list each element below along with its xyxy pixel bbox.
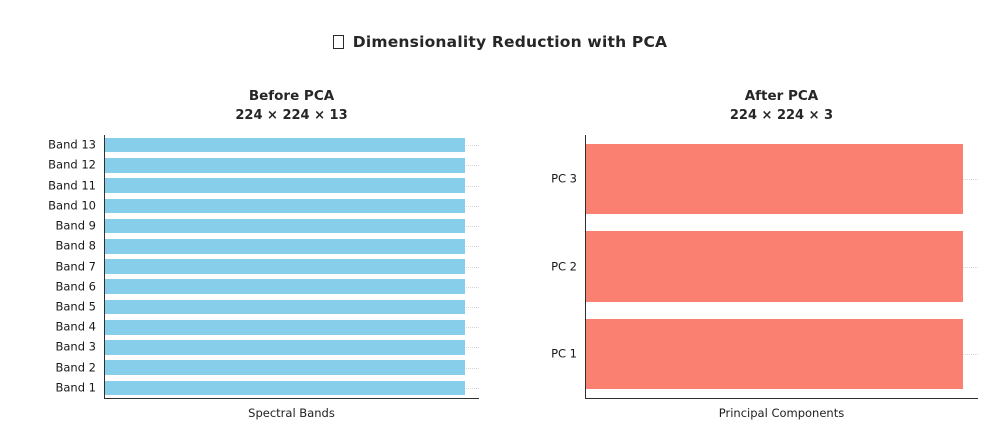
y-tick-label: Band 7: [55, 258, 97, 273]
bar: [105, 239, 465, 254]
bar: [586, 143, 963, 214]
y-tick-label: Band 9: [55, 218, 97, 233]
y-tick-label: Band 4: [55, 319, 97, 334]
y-tick-label: Band 5: [55, 299, 97, 314]
after-pca-title: After PCA: [744, 88, 819, 104]
charts-container: Before PCA 224 × 224 × 13 Band 13 Band 12…: [30, 88, 978, 423]
y-tick-label: Band 3: [55, 339, 97, 354]
bar-row: Band 8: [56, 236, 479, 256]
bar: [105, 198, 465, 214]
figure-title-text: Dimensionality Reduction with PCA: [352, 33, 668, 51]
bar: [586, 319, 963, 390]
y-tick-label: Band 11: [48, 177, 96, 192]
bar-row: Band 3: [56, 337, 479, 357]
after-pca-x-axis-label: Principal Components: [718, 406, 845, 420]
y-tick-label: Band 6: [55, 279, 97, 293]
chart-after-pca: After PCA 224 × 224 × 3 PC 3 PC 2 PC 1 Pri…: [529, 88, 978, 423]
after-pca-plot-area: PC 3 PC 2 PC 1: [551, 135, 978, 399]
y-tick-label: Band 2: [55, 359, 97, 374]
bar-row: Band 12: [48, 155, 479, 175]
bar: [105, 279, 465, 295]
y-tick-label: Band 13: [48, 137, 96, 152]
y-tick-label: Band 10: [48, 198, 96, 213]
y-tick-label: PC 3: [551, 171, 577, 186]
bar: [105, 299, 465, 315]
bar: [105, 158, 465, 173]
y-tick-label: PC 1: [551, 346, 577, 361]
bar-row: Band 1: [56, 378, 479, 398]
bar: [105, 137, 465, 153]
before-pca-subtitle: 224 × 224 × 13: [235, 108, 348, 123]
bar: [105, 218, 465, 234]
bar-row: PC 2: [551, 223, 978, 311]
y-tick-label: PC 2: [551, 258, 577, 273]
after-pca-header: After PCA 224 × 224 × 3: [585, 88, 978, 123]
bar-row: Band 4: [56, 317, 479, 337]
y-tick-label: Band 12: [48, 157, 96, 172]
bar-row: Band 11: [48, 175, 479, 195]
bar: [105, 380, 465, 396]
bar-row: Band 9: [56, 216, 479, 236]
bar-row: Band 7: [56, 256, 479, 276]
y-tick-label: Band 1: [55, 380, 97, 395]
figure-title: Dimensionality Reduction with PCA: [0, 33, 1000, 51]
bar-row: Band 5: [56, 297, 479, 317]
y-tick-label: Band 8: [55, 238, 97, 253]
before-pca-plot-area: Band 13 Band 12 Band 11 Band 10 Band 9 Band 8…: [48, 135, 479, 399]
bar-row: PC 3: [551, 135, 978, 223]
before-pca-header: Before PCA 224 × 224 × 13: [104, 88, 479, 123]
chart-before-pca: Before PCA 224 × 224 × 13 Band 13 Band 12…: [30, 88, 479, 423]
bar-row: Band 13: [48, 135, 479, 155]
missing-glyph-icon: [332, 35, 344, 49]
bar: [586, 231, 963, 302]
bar: [105, 340, 465, 355]
bar: [105, 178, 465, 193]
bar-row: Band 2: [56, 358, 479, 378]
bar-row: PC 1: [551, 310, 978, 398]
bar-row: Band 10: [48, 196, 479, 216]
bar: [105, 360, 465, 375]
bar: [105, 319, 465, 335]
bar: [105, 259, 465, 274]
before-pca-title: Before PCA: [248, 88, 335, 104]
after-pca-subtitle: 224 × 224 × 3: [729, 108, 834, 123]
before-pca-x-axis-label: Spectral Bands: [248, 406, 335, 420]
bar-row: Band 6: [56, 277, 479, 297]
